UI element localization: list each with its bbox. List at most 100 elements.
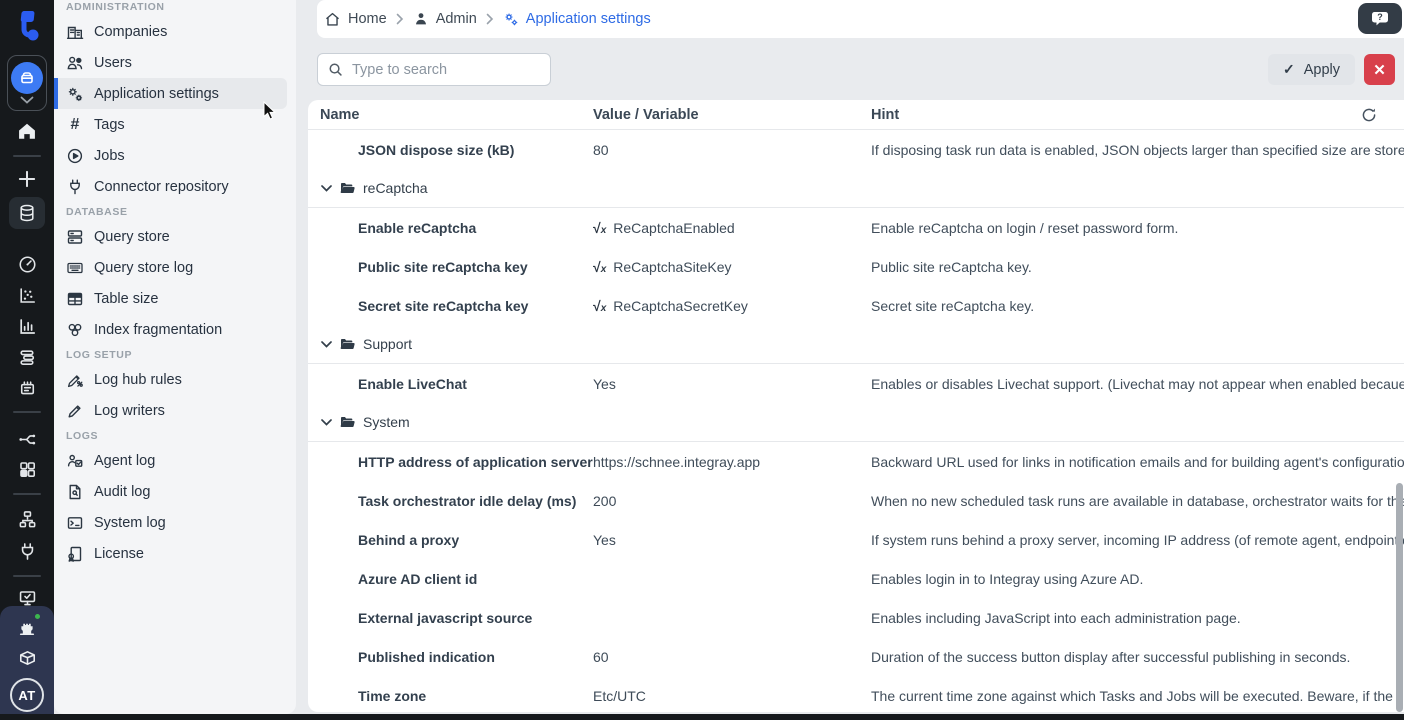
column-hint[interactable]: Hint (871, 106, 900, 123)
table-row[interactable]: Enable LiveChat Yes Enables or disables … (308, 364, 1404, 403)
breadcrumb-label: Application settings (525, 11, 651, 27)
help-button[interactable]: ? (1358, 3, 1402, 34)
breadcrumb-home[interactable]: Home (324, 11, 387, 28)
scatter-chart-icon[interactable] (0, 285, 54, 306)
sidebar-item-companies[interactable]: Companies (54, 16, 287, 47)
table-row[interactable]: Time zone Etc/UTC The current time zone … (308, 676, 1404, 712)
table-row[interactable]: External javascript source Enables inclu… (308, 598, 1404, 637)
sidebar-item-label: Audit log (94, 483, 151, 500)
sidebar-item-system-log[interactable]: System log (54, 507, 287, 538)
sidebar-item-connector-repository[interactable]: Connector repository (54, 171, 287, 202)
setting-value: 80 (593, 141, 609, 158)
settings-table: Name Value / Variable Hint JSON dispose … (308, 100, 1404, 712)
sidebar-item-label: Application settings (94, 85, 219, 102)
close-button[interactable]: ✕ (1364, 54, 1395, 85)
setting-name: HTTP address of application server (358, 453, 593, 470)
gauge-icon[interactable] (0, 254, 54, 275)
column-name[interactable]: Name (320, 106, 360, 123)
group-row[interactable]: reCaptcha (308, 169, 1404, 208)
table-row[interactable]: Secret site reCaptcha key √x ReCaptchaSec… (308, 286, 1404, 325)
setting-value: 200 (593, 492, 617, 509)
search-box[interactable] (317, 53, 551, 86)
breadcrumb-admin[interactable]: Admin (413, 11, 477, 27)
hash-icon: # (70, 115, 80, 133)
sidebar-item-label: Users (94, 54, 132, 71)
setting-name: External javascript source (358, 609, 533, 626)
chevron-down-icon (321, 184, 332, 192)
column-value-variable[interactable]: Value / Variable (593, 106, 699, 123)
users-icon (67, 56, 83, 69)
table-row[interactable]: Behind a proxy Yes If system runs behind… (308, 520, 1404, 559)
table-row[interactable]: Public site reCaptcha key √x ReCaptchaSit… (308, 247, 1404, 286)
sidebar-item-label: License (94, 545, 144, 562)
table-row[interactable]: JSON dispose size (kB) 80 If disposing t… (308, 130, 1404, 169)
home-icon[interactable] (0, 120, 54, 142)
sidebar-item-index-fragmentation[interactable]: Index fragmentation (54, 314, 287, 345)
setting-hint: Enables including JavaScript into each a… (871, 609, 1241, 626)
avatar[interactable]: AT (10, 678, 44, 712)
apply-button[interactable]: ✓ Apply (1267, 54, 1355, 85)
module-switcher[interactable] (7, 55, 47, 111)
sitemap-icon[interactable] (0, 509, 54, 530)
integray-logo[interactable] (0, 8, 54, 48)
breadcrumb-application-settings[interactable]: Application settings (503, 11, 651, 27)
task-list-icon[interactable] (0, 347, 54, 368)
data-flow-icon[interactable] (0, 429, 54, 450)
connector-icon[interactable] (0, 541, 54, 562)
setting-value: https://schnee.integray.app (593, 453, 761, 470)
app-rail: AT (0, 0, 54, 720)
sidebar-section-logs: LOGS (66, 430, 99, 442)
rail-divider (13, 155, 41, 157)
sidebar-item-log-writers[interactable]: Log writers (54, 395, 287, 426)
group-row[interactable]: Support (308, 325, 1404, 364)
table-row[interactable]: HTTP address of application server https… (308, 442, 1404, 481)
group-name: System (363, 414, 410, 430)
status-dot (33, 612, 42, 621)
setting-name: Published indication (358, 648, 495, 665)
setting-name: JSON dispose size (kB) (358, 141, 515, 158)
setting-hint: When no new scheduled task runs are avai… (871, 492, 1404, 509)
vertical-scrollbar[interactable] (1396, 483, 1403, 712)
bar-chart-icon[interactable] (0, 316, 54, 337)
dashboard-icon[interactable] (0, 459, 54, 480)
sidebar-item-table-size[interactable]: Table size (54, 283, 287, 314)
sidebar-item-tags[interactable]: # Tags (54, 109, 287, 140)
setting-hint: Enable reCaptcha on login / reset passwo… (871, 219, 1179, 236)
package-icon[interactable] (0, 647, 54, 668)
sidebar-item-license[interactable]: License (54, 538, 287, 569)
sidebar-item-agent-log[interactable]: Agent log (54, 445, 287, 476)
sidebar-item-audit-log[interactable]: Audit log (54, 476, 287, 507)
pencil-percent-icon (67, 374, 83, 387)
chevron-right-icon (396, 13, 403, 25)
table-row[interactable]: Task orchestrator idle delay (ms) 200 Wh… (308, 481, 1404, 520)
group-name: Support (363, 336, 413, 352)
sidebar-item-jobs[interactable]: Jobs (54, 140, 287, 171)
sidebar-item-label: Log hub rules (94, 371, 182, 388)
database-icon[interactable] (0, 197, 54, 229)
sidebar-item-users[interactable]: Users (54, 47, 287, 78)
refresh-button[interactable] (1361, 107, 1377, 123)
rail-divider (13, 493, 41, 495)
sidebar-item-log-hub-rules[interactable]: Log hub rules (54, 364, 287, 395)
components-icon[interactable] (0, 378, 54, 399)
table-row[interactable]: Published indication 60 Duration of the … (308, 637, 1404, 676)
table-row[interactable]: Enable reCaptcha √x ReCaptchaEnabled Enab… (308, 208, 1404, 247)
sidebar-item-query-store-log[interactable]: Query store log (54, 252, 287, 283)
cluster-icon (68, 323, 82, 336)
setting-hint: Enables login in to Integray using Azure… (871, 570, 1144, 587)
sidebar-item-label: System log (94, 514, 166, 531)
sidebar-item-label: Index fragmentation (94, 321, 223, 338)
tower-icon[interactable] (0, 615, 54, 637)
sidebar-item-label: Log writers (94, 402, 165, 419)
sidebar-item-query-store[interactable]: Query store (54, 221, 287, 252)
setting-name: Azure AD client id (358, 570, 478, 587)
sidebar-item-application-settings[interactable]: Application settings (54, 78, 287, 109)
group-row[interactable]: System (308, 403, 1404, 442)
search-input[interactable] (352, 61, 540, 78)
setting-hint: If system runs behind a proxy server, in… (871, 531, 1404, 548)
sidebar-item-label: Query store log (94, 259, 194, 276)
setting-value: Yes (593, 531, 616, 548)
agent-monitor-icon[interactable] (0, 588, 54, 609)
add-icon[interactable] (0, 168, 54, 190)
table-row[interactable]: Azure AD client id Enables login in to I… (308, 559, 1404, 598)
